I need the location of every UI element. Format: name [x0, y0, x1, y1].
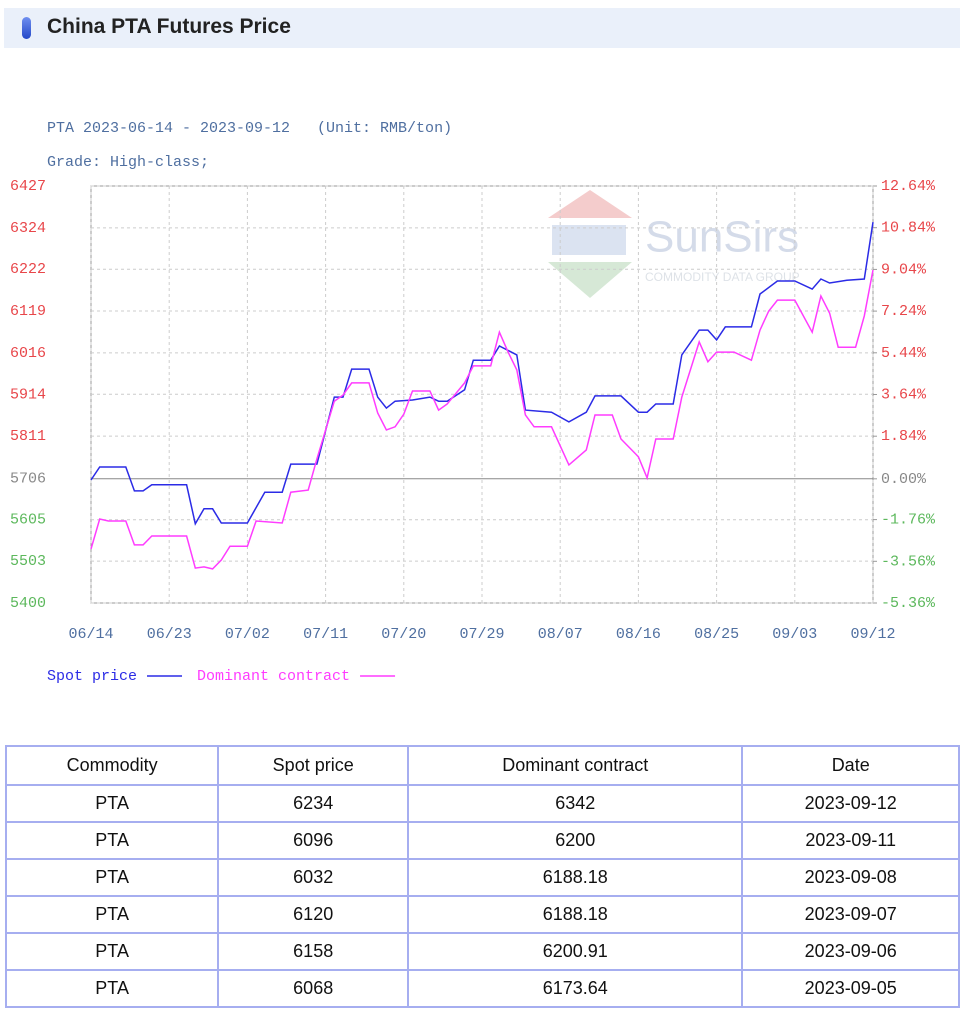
watermark-subtitle: COMMODITY DATA GROUP: [645, 270, 800, 284]
table-cell: 2023-09-07: [741, 895, 960, 934]
table-cell: 6200: [407, 821, 744, 860]
x-tick-label: 08/25: [694, 626, 739, 643]
table-row: PTA 6120 6188.18 2023-09-07: [4, 895, 960, 934]
table-row: PTA 6158 6200.91 2023-09-06: [4, 932, 960, 971]
chart-subtitle: Grade: High-class;: [47, 154, 209, 171]
legend-label: Dominant contract: [197, 668, 350, 685]
y-tick-label: 6016: [10, 345, 46, 362]
y2-tick-label: 1.84%: [881, 428, 927, 445]
y2-tick-label: 9.04%: [881, 261, 927, 278]
y-tick-label: 5914: [10, 386, 46, 403]
table-cell: PTA: [4, 821, 220, 860]
chart-title: PTA 2023-06-14 - 2023-09-12 (Unit: RMB/t…: [47, 120, 452, 137]
y-tick-label: 5605: [10, 512, 46, 529]
table-header-row: Commodity Spot price Dominant contract Date: [4, 745, 960, 786]
header-bar: China PTA Futures Price: [4, 8, 960, 48]
table-cell: 6158: [217, 932, 410, 971]
table-cell: 6032: [217, 858, 410, 897]
watermark-logo: [548, 190, 632, 298]
x-tick-label: 07/11: [303, 626, 348, 643]
y-tick-label: 5400: [10, 595, 46, 612]
table-cell: PTA: [4, 895, 220, 934]
table-cell: 6096: [217, 821, 410, 860]
legend-label: Spot price: [47, 668, 137, 685]
chart: SunSirs COMMODITY DATA GROUP PTA 2023-06…: [10, 120, 936, 685]
table-cell: PTA: [4, 969, 220, 1008]
y-tick-label: 5811: [10, 428, 46, 445]
y2-tick-label: 3.64%: [881, 386, 927, 403]
page-title: China PTA Futures Price: [47, 15, 291, 38]
table-cell: 2023-09-11: [741, 821, 960, 860]
x-tick-label: 06/14: [68, 626, 113, 643]
y-tick-label: 6119: [10, 303, 46, 320]
y-tick-label: 5503: [10, 553, 46, 570]
table-cell: 6200.91: [407, 932, 744, 971]
watermark: SunSirs: [645, 213, 799, 262]
x-tick-label: 08/16: [616, 626, 661, 643]
y2-tick-label: -1.76%: [881, 512, 936, 529]
table-cell: 6342: [407, 784, 744, 823]
y-tick-label: 5706: [10, 471, 46, 488]
table-cell: 6188.18: [407, 858, 744, 897]
table-cell: 6188.18: [407, 895, 744, 934]
x-tick-label: 07/20: [381, 626, 426, 643]
series-line: [90, 269, 874, 570]
column-header: Date: [741, 745, 960, 786]
x-tick-label: 07/29: [459, 626, 504, 643]
x-tick-label: 06/23: [147, 626, 192, 643]
header-icon: [22, 17, 31, 39]
x-tick-label: 07/02: [225, 626, 270, 643]
y2-tick-label: -3.56%: [881, 553, 936, 570]
table-cell: 6173.64: [407, 969, 744, 1008]
series-line: [90, 221, 874, 526]
y2-tick-label: 0.00%: [881, 471, 927, 488]
price-table: Commodity Spot price Dominant contract Date…: [4, 745, 960, 1008]
table-row: PTA 6032 6188.18 2023-09-08: [4, 858, 960, 897]
column-header: Commodity: [4, 745, 220, 786]
y2-tick-label: 10.84%: [881, 220, 936, 237]
table-cell: PTA: [4, 858, 220, 897]
y2-tick-label: -5.36%: [881, 595, 936, 612]
table-row: PTA 6096 6200 2023-09-11: [4, 821, 960, 860]
x-tick-label: 09/12: [850, 626, 895, 643]
table-cell: 2023-09-12: [741, 784, 960, 823]
table-row: PTA 6234 6342 2023-09-12: [4, 784, 960, 823]
table-cell: 6068: [217, 969, 410, 1008]
y2-tick-label: 12.64%: [881, 178, 936, 195]
x-tick-label: 08/07: [538, 626, 583, 643]
y2-tick-label: 5.44%: [881, 345, 927, 362]
y-tick-label: 6222: [10, 261, 46, 278]
column-header: Dominant contract: [407, 745, 744, 786]
table-cell: 2023-09-05: [741, 969, 960, 1008]
y2-tick-label: 7.24%: [881, 303, 927, 320]
table-cell: 6234: [217, 784, 410, 823]
column-header: Spot price: [217, 745, 410, 786]
table-cell: 2023-09-08: [741, 858, 960, 897]
table-cell: PTA: [4, 784, 220, 823]
table-cell: 2023-09-06: [741, 932, 960, 971]
y-tick-label: 6324: [10, 220, 46, 237]
table-cell: 6120: [217, 895, 410, 934]
table-row: PTA 6068 6173.64 2023-09-05: [4, 969, 960, 1008]
table-cell: PTA: [4, 932, 220, 971]
y-tick-label: 6427: [10, 178, 46, 195]
x-tick-label: 09/03: [772, 626, 817, 643]
